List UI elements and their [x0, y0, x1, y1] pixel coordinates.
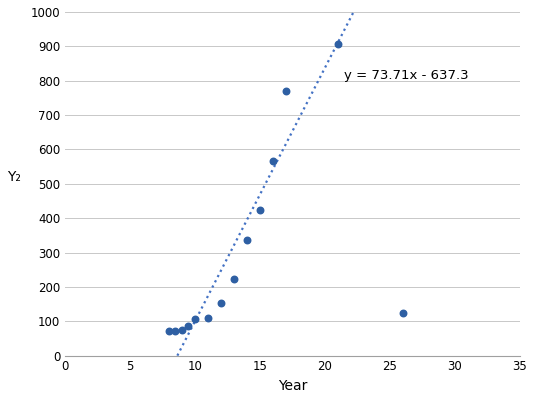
Point	[171, 327, 180, 334]
Point	[191, 315, 199, 322]
Point	[230, 276, 238, 282]
Text: y = 73.71x - 637.3: y = 73.71x - 637.3	[344, 70, 469, 82]
Point	[164, 328, 173, 334]
X-axis label: Year: Year	[278, 379, 307, 393]
Point	[242, 237, 251, 243]
Point	[256, 207, 264, 213]
Point	[269, 158, 277, 165]
Point	[178, 327, 186, 333]
Point	[398, 310, 407, 316]
Point	[334, 40, 342, 47]
Point	[281, 88, 290, 94]
Point	[184, 323, 193, 330]
Point	[203, 315, 212, 321]
Point	[217, 300, 225, 306]
Y-axis label: Y₂: Y₂	[7, 170, 21, 184]
